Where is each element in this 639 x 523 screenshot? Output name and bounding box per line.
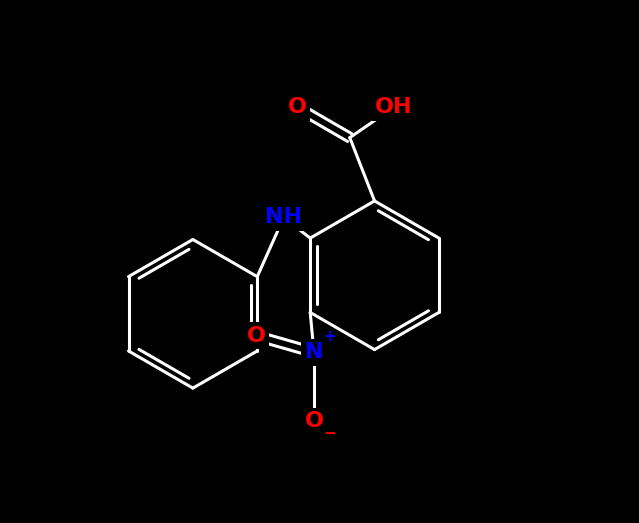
Text: O: O — [305, 411, 323, 431]
Text: OH: OH — [375, 97, 413, 117]
Text: O: O — [288, 97, 307, 117]
Text: N: N — [305, 343, 323, 362]
Text: +: + — [323, 329, 335, 345]
Text: O: O — [247, 326, 266, 346]
Text: NH: NH — [265, 208, 302, 228]
Text: −: − — [323, 426, 335, 441]
